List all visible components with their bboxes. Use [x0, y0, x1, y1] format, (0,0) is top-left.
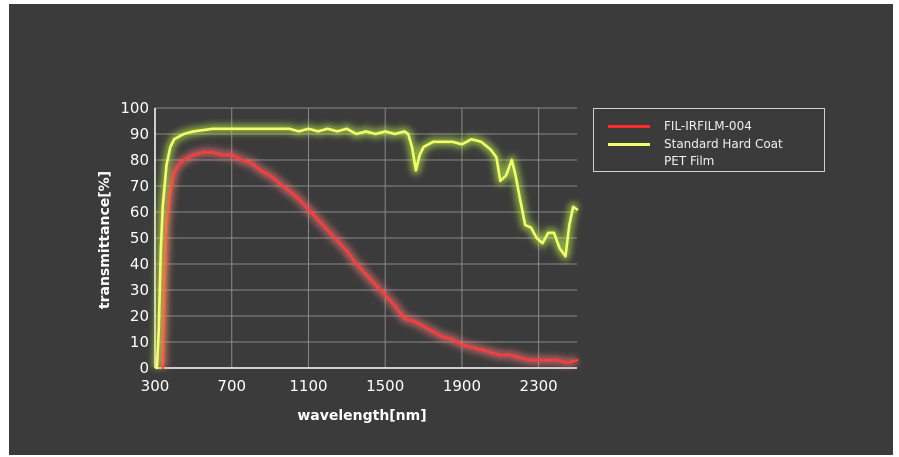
y-tick-label: 30 — [130, 281, 149, 299]
y-tick-label: 0 — [139, 359, 149, 377]
x-tick-label: 1100 — [289, 377, 327, 395]
y-tick-label: 20 — [130, 307, 149, 325]
x-tick-label: 1500 — [366, 377, 404, 395]
x-axis-title: wavelength[nm] — [297, 408, 426, 424]
legend-label: Standard Hard Coat PET Film — [664, 137, 783, 168]
legend-swatch-red — [608, 125, 650, 128]
y-tick-label: 40 — [130, 255, 149, 273]
y-tick-label: 70 — [130, 177, 149, 195]
y-tick-label: 90 — [130, 125, 149, 143]
tick-labels: 0 10 20 30 40 50 60 70 80 90 100 300 700 1100 1500 1900… — [120, 99, 557, 395]
legend-item-fil-irfilm-004: FIL-IRFILM-004 — [594, 117, 824, 137]
transmittance-chart: 0 10 20 30 40 50 60 70 80 90 100 300 700 1100 1500 1900… — [97, 99, 580, 424]
y-tick-label: 10 — [130, 333, 149, 351]
legend-item-standard-hard-coat: Standard Hard Coat PET Film — [594, 135, 824, 168]
chart-panel: 0 10 20 30 40 50 60 70 80 90 100 300 700 1100 1500 1900… — [9, 4, 893, 455]
grid — [155, 107, 577, 368]
legend-swatch-yellow — [608, 143, 650, 146]
y-tick-label: 80 — [130, 151, 149, 169]
x-tick-label: 300 — [141, 377, 170, 395]
y-tick-label: 50 — [130, 229, 149, 247]
series-line-fil-irfilm-004 — [161, 150, 579, 370]
legend-label: FIL-IRFILM-004 — [664, 119, 752, 133]
y-tick-label: 60 — [130, 203, 149, 221]
series-layer — [152, 124, 580, 370]
x-tick-label: 1900 — [443, 377, 481, 395]
legend: FIL-IRFILM-004 Standard Hard Coat PET Fi… — [593, 108, 825, 172]
x-tick-label: 700 — [217, 377, 246, 395]
y-axis-title: transmittance[%] — [97, 171, 113, 309]
series-line-standard-hard-coat — [155, 127, 579, 370]
y-tick-label: 100 — [120, 99, 149, 117]
x-tick-label: 2300 — [520, 377, 558, 395]
